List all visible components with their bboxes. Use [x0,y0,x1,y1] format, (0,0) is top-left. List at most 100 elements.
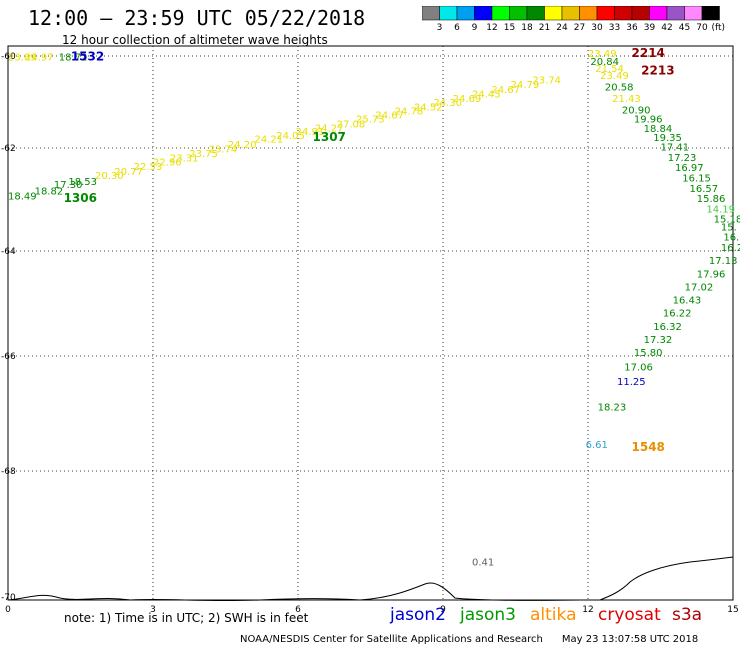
swh-value-label: 18.53 [68,177,97,188]
swh-value-label: 16.2 [721,243,740,254]
swh-value-label: 24.97 [25,53,54,64]
lon-tick-label: 3 [150,605,156,615]
swh-value-label: 15. [721,222,737,233]
swh-value-label: 0.41 [472,558,494,569]
wave-height-colorbar: 3 6 9 12 15 18 21 24 27 30 33 36 39 42 45 70 (ft) [422,6,726,33]
swh-value-label: 24.69 [453,94,482,105]
swh-value-label: 18.84 [644,124,673,135]
lon-tick-label: 6 [295,605,301,615]
swh-value-label: 22.96 [153,158,182,169]
swh-value-label: 24.79 [511,80,540,91]
swh-value-label: 23.31 [170,153,199,164]
colorbar-label: 15 [504,23,515,33]
swh-value-label: 23.69 [8,53,37,64]
swh-value-label: 18.49 [8,192,37,203]
coastline [599,556,734,601]
track-id-label: 2214 [632,46,665,60]
track-id-label: 1307 [313,130,346,144]
legend-jason2: jason2 [390,605,446,625]
swh-value-label: 17.23 [668,153,697,164]
swh-value-label: 16. [723,233,739,244]
track-id-label: 1548 [632,440,665,454]
lon-tick-label: 9 [440,605,446,615]
colorbar-label: 42 [661,23,672,33]
swh-value-label: 24.67 [375,111,404,122]
legend-jason3: jason3 [460,605,516,625]
legend-altika: altika [530,605,577,625]
lon-tick-label: 15 [727,605,738,615]
colorbar-label: 12 [486,23,497,33]
map-frame [7,45,734,601]
legend-s3a: s3a [672,605,703,625]
colorbar-label: 21 [539,23,550,33]
swh-value-label: 23.49 [588,49,617,60]
swh-value-label: 17.13 [709,256,738,267]
lon-tick-label: 12 [582,605,593,615]
lat-tick-label: -68 [1,467,16,477]
swh-value-label: 21.43 [612,94,641,105]
swh-value-label: 25.73 [356,115,385,126]
swh-value-label: 21.54 [595,64,624,75]
lat-tick-label: -62 [1,144,16,154]
swh-value-label: 24.52 [414,102,443,113]
colorbar-label: 3 [437,23,443,33]
swh-value-label: 24.05 [276,131,305,142]
swh-value-label: 22.53 [134,162,163,173]
swh-value-label: 17.96 [697,269,726,280]
swh-value-label: 16.15 [682,173,711,184]
track-id-label: 2213 [641,63,674,77]
swh-value-label: 15.18 [714,215,740,226]
colorbar-label: 36 [626,23,638,33]
track-id-label: 1306 [64,191,97,205]
colorbar-label: 27 [574,23,585,33]
swh-value-label: 17.30 [54,180,83,191]
colorbar-label: 6 [454,23,460,33]
swh-value-label: 19.96 [634,115,663,126]
swh-value-label: 24.30 [433,98,462,109]
track-id-label: 1532 [71,50,104,64]
lat-tick-label: -70 [1,593,16,603]
swh-value-label: 16.97 [675,163,704,174]
lon-tick-label: 0 [5,605,11,615]
swh-value-label: 20.77 [114,167,143,178]
colorbar-label: 70 [696,23,708,33]
swh-value-label: 23.49 [600,71,629,82]
colorbar-swatch [701,6,720,21]
swh-value-label: 19.35 [653,133,682,144]
swh-value-label: 15.80 [634,348,663,359]
lat-tick-label: -60 [1,52,16,62]
swh-value-label: 17.32 [644,335,673,346]
footer-note: note: 1) Time is in UTC; 2) SWH is in fe… [64,611,309,625]
swh-value-label: 6.61 [586,440,608,451]
lat-tick-label: -64 [1,247,16,257]
swh-value-label: 27.08 [337,119,366,130]
swh-value-label: 16.57 [690,184,719,195]
swh-value-label: 24.91 [296,127,325,138]
lat-tick-label: -66 [1,352,16,362]
colorbar-label: 24 [556,23,568,33]
swh-value-label: 24.67 [491,85,520,96]
colorbar-unit: (ft) [712,23,726,33]
swh-value-label: 24.20 [228,140,257,151]
swh-value-label: 20.58 [605,83,634,94]
colorbar-label: 18 [521,23,533,33]
colorbar-label: 9 [472,23,478,33]
page-subtitle: 12 hour collection of altimeter wave hei… [62,33,328,47]
swh-value-label: 17.02 [685,282,714,293]
swh-value-label: 18.72 [59,53,88,64]
colorbar-label: 33 [609,23,620,33]
credit-line: NOAA/NESDIS Center for Satellite Applica… [240,634,699,645]
swh-value-label: 23.74 [209,145,238,156]
swh-value-label: 24.43 [472,89,501,100]
swh-value-label: 20.84 [590,57,619,68]
swh-value-label: 17.06 [624,362,653,373]
colorbar-label: 39 [644,23,656,33]
swh-value-label: 23.75 [189,149,218,160]
swh-value-label: 14.19 [706,204,735,215]
swh-value-label: 18.82 [35,186,64,197]
swh-value-label: 16.43 [673,296,702,307]
colorbar-label: 30 [591,23,603,33]
swh-value-label: 17.41 [661,143,690,154]
colorbar-label: 45 [679,23,690,33]
